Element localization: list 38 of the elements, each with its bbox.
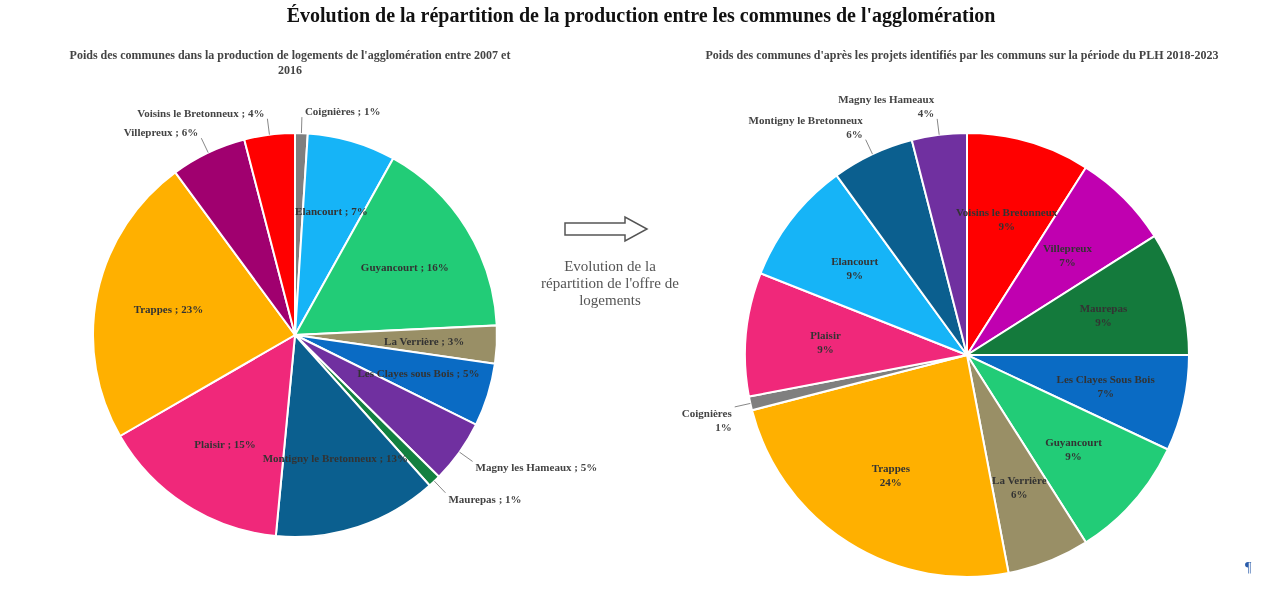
data-label: 6% xyxy=(1011,488,1028,501)
slice-label: Trappes ; 23% xyxy=(133,302,204,315)
text: ¶ xyxy=(1245,560,1252,576)
slice-label: La Verrière ; 3% xyxy=(384,335,465,348)
data-label: 9% xyxy=(846,268,863,281)
data-label: 24% xyxy=(879,475,902,488)
data-label: 4% xyxy=(917,106,935,119)
text: Évolution de la répartition de la production entre les communes de l'agglomération xyxy=(285,4,997,27)
chart-title: Poids des communes d'après les projets identifiés par les communs sur la période du PLH 2018-2023 xyxy=(704,48,1220,63)
chart-title: Poids des communes dans la production de logements de l'agglomération entre 2007 et 2016 xyxy=(68,48,512,78)
slice-label: Maurepas xyxy=(1079,302,1128,315)
data-label: 9% xyxy=(817,342,834,355)
slice-label: Magny les Hameaux ; 5% xyxy=(475,461,598,474)
slice-label: Maurepas ; 1% xyxy=(448,492,522,505)
slice-label: Les Clayes sous Bois ; 5% xyxy=(357,367,480,380)
slice-label: Elancourt xyxy=(831,254,879,267)
text: Evolution de la répartition de l'offre de logements xyxy=(540,258,680,309)
data-label: 9% xyxy=(998,219,1015,232)
slice-label: Villepreux ; 6% xyxy=(123,126,199,139)
slice-label: Guyancourt ; 16% xyxy=(360,260,449,273)
slice-label: Magny les Hameaux xyxy=(838,92,935,105)
slice-label: Coignières xyxy=(681,406,733,419)
slice-label: Coignières ; 1% xyxy=(304,105,381,118)
slice-label: Trappes xyxy=(871,461,911,474)
slice-label: Montigny le Bretonneux xyxy=(748,113,864,126)
data-label: 9% xyxy=(1065,449,1082,462)
slice-label: La Verrière xyxy=(992,474,1047,487)
slice-label: Les Clayes Sous Bois xyxy=(1056,372,1156,385)
slice-label: Plaisir xyxy=(810,328,841,341)
slice-label: Plaisir ; 15% xyxy=(194,437,256,450)
data-label: 1% xyxy=(715,420,732,433)
slice-label: Villepreux xyxy=(1043,241,1093,254)
data-label: 6% xyxy=(846,127,863,140)
data-label: 7% xyxy=(1097,386,1114,399)
slice-label: Voisins le Bretonneux ; 4% xyxy=(137,106,265,119)
data-label: 7% xyxy=(1059,255,1076,268)
slice-label: Guyancourt xyxy=(1045,435,1103,448)
data-label: 9% xyxy=(1095,316,1112,329)
